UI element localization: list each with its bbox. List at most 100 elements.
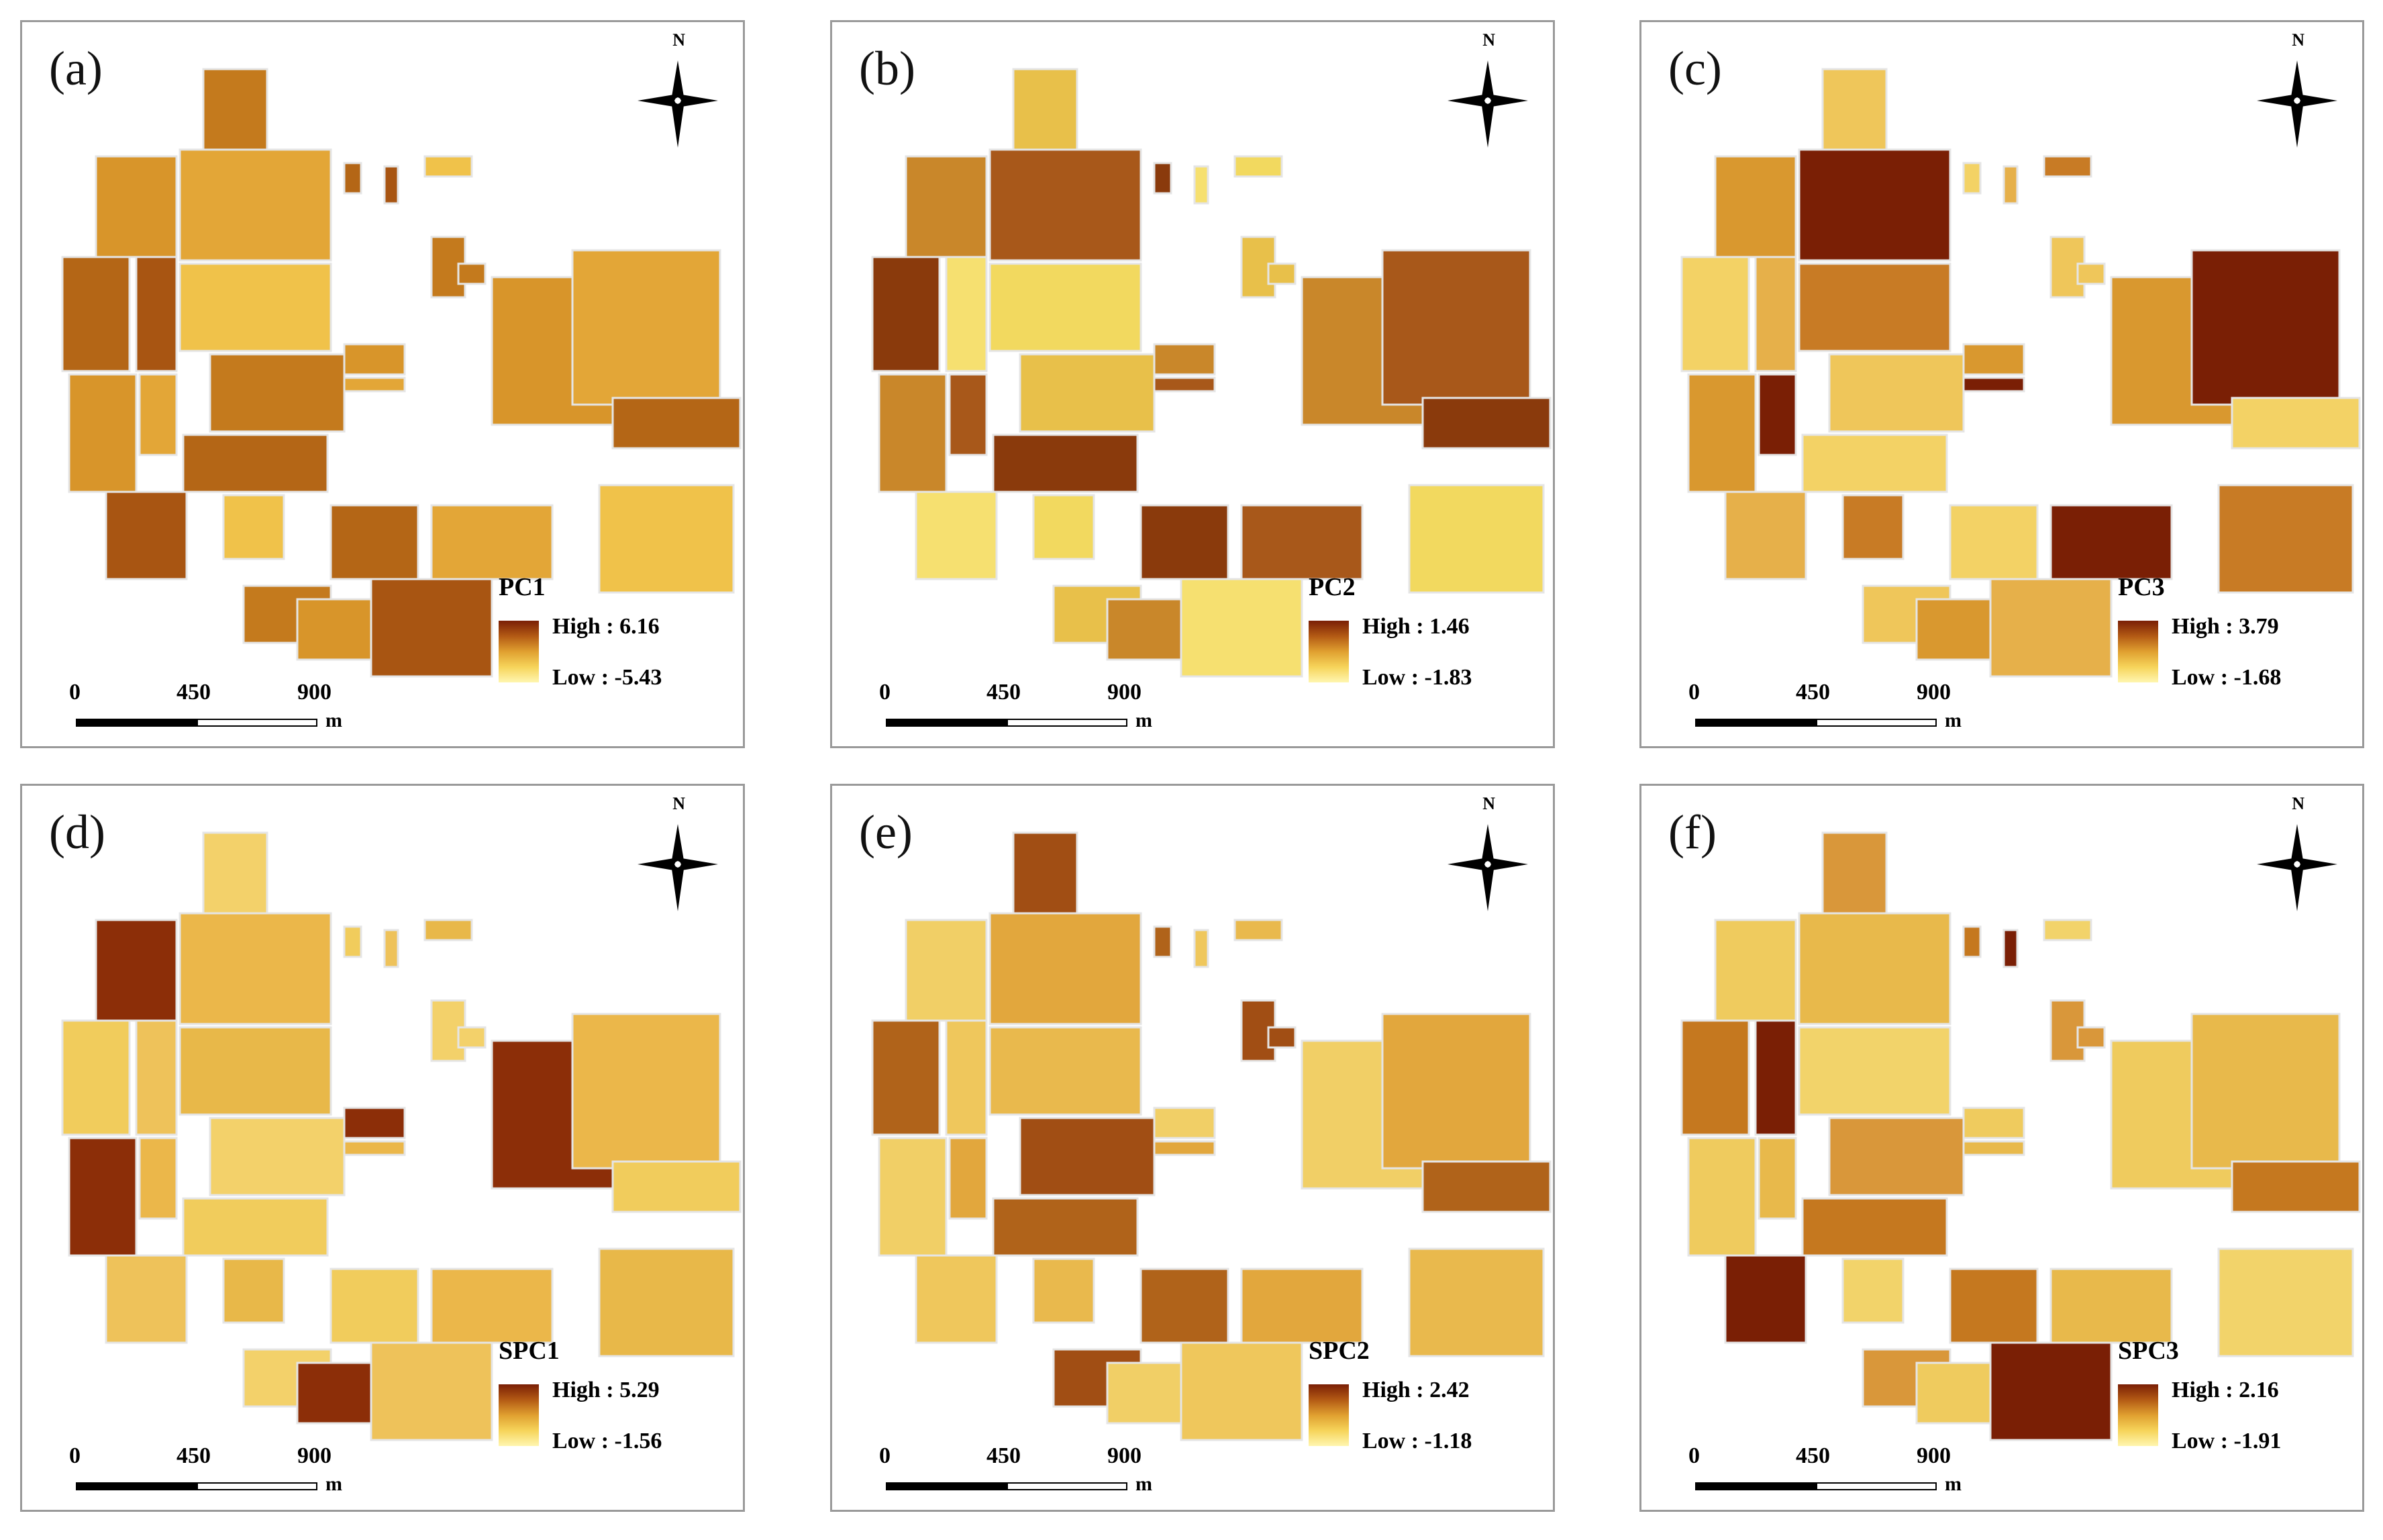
scale-tick-0: 0 xyxy=(69,680,81,705)
field-parcel xyxy=(179,912,332,1025)
field-parcel xyxy=(1754,1019,1797,1136)
scale-bar-white xyxy=(1816,1482,1937,1490)
field-parcel xyxy=(1180,578,1303,678)
field-parcel xyxy=(1828,353,1965,433)
scale-bar-white xyxy=(197,719,317,727)
field-parcel xyxy=(1687,373,1757,493)
field-parcel xyxy=(2049,504,2173,580)
panel-label: (b) xyxy=(859,42,915,95)
field-parcel xyxy=(1233,155,1283,178)
legend-low: Low : -1.18 xyxy=(1362,1429,1472,1453)
field-parcel xyxy=(1032,494,1095,560)
field-parcel xyxy=(182,1197,329,1257)
field-parcel xyxy=(1915,598,1992,661)
scale-tick-450: 450 xyxy=(176,1443,211,1468)
scale-tick-900: 900 xyxy=(1107,1443,1142,1468)
field-parcel xyxy=(948,1137,988,1220)
field-parcel xyxy=(1240,1268,1364,1344)
field-parcel xyxy=(948,373,988,456)
field-parcel xyxy=(1153,1107,1216,1139)
field-parcel xyxy=(988,912,1142,1025)
field-parcel xyxy=(945,256,988,372)
map-f xyxy=(1680,831,2361,1441)
field-parcel xyxy=(1949,504,2039,580)
scale-tick-0: 0 xyxy=(1688,680,1700,705)
field-parcel xyxy=(571,1013,721,1170)
field-parcel xyxy=(1381,1013,1531,1170)
color-ramp xyxy=(2118,1384,2158,1446)
field-parcel xyxy=(1962,343,2025,376)
north-label: N xyxy=(672,794,685,813)
field-parcel xyxy=(1915,1362,1992,1425)
scale-unit: m xyxy=(1135,1473,1152,1495)
scale-tick-450: 450 xyxy=(1796,680,1830,705)
field-parcel xyxy=(905,919,988,1022)
field-parcel xyxy=(370,1341,493,1441)
field-parcel xyxy=(179,148,332,262)
field-parcel xyxy=(1798,148,1951,262)
field-parcel xyxy=(1798,912,1951,1025)
field-parcel xyxy=(343,925,362,958)
field-parcel xyxy=(1019,353,1156,433)
legend-title: PC2 xyxy=(1309,573,1356,601)
field-parcel xyxy=(209,353,346,433)
color-ramp xyxy=(499,621,539,682)
field-parcel xyxy=(430,1268,554,1344)
field-parcel xyxy=(68,1137,138,1257)
field-parcel xyxy=(988,262,1142,352)
field-parcel xyxy=(105,1254,188,1344)
field-parcel xyxy=(2002,929,2019,968)
field-parcel xyxy=(1801,433,1948,493)
field-parcel xyxy=(871,256,941,372)
field-parcel xyxy=(992,433,1139,493)
field-parcel xyxy=(598,484,735,594)
field-parcel xyxy=(2217,1247,2354,1357)
scale-bar-black xyxy=(886,1482,1007,1490)
north-label: N xyxy=(672,30,685,50)
field-parcel xyxy=(1139,504,1229,580)
scale-bar-white xyxy=(197,1482,317,1490)
panel-label: (a) xyxy=(49,42,103,95)
scale-tick-900: 900 xyxy=(297,680,332,705)
field-parcel xyxy=(1680,256,1750,372)
legend-low: Low : -1.91 xyxy=(2172,1429,2282,1453)
field-parcel xyxy=(1408,1247,1545,1357)
field-parcel xyxy=(1962,925,1982,958)
legend-high: High : 2.42 xyxy=(1362,1378,1470,1402)
field-parcel xyxy=(209,1117,346,1196)
field-parcel xyxy=(2217,484,2354,594)
scale-tick-0: 0 xyxy=(1688,1443,1700,1468)
field-parcel xyxy=(457,1026,487,1049)
field-parcel xyxy=(457,262,487,285)
field-parcel xyxy=(1019,1117,1156,1196)
field-parcel xyxy=(905,155,988,258)
field-parcel xyxy=(1687,1137,1757,1257)
scale-bar: 0 450 900 m xyxy=(879,680,1168,731)
legend: PC2 High : 1.46 Low : -1.83 xyxy=(1309,572,1530,707)
scale-tick-0: 0 xyxy=(879,680,891,705)
field-parcel xyxy=(2002,165,2019,205)
scale-bar: 0 450 900 m xyxy=(69,680,358,731)
field-parcel xyxy=(1012,68,1078,161)
field-parcel xyxy=(383,929,399,968)
color-ramp xyxy=(1309,621,1349,682)
field-parcel xyxy=(1012,831,1078,925)
panel-e: (e) N SPC2 High : 2.42 Low : -1.18 0 450… xyxy=(830,784,1555,1512)
field-parcel xyxy=(222,494,285,560)
field-parcel xyxy=(2043,155,2092,178)
field-parcel xyxy=(598,1247,735,1357)
field-parcel xyxy=(871,1019,941,1136)
field-parcel xyxy=(988,148,1142,262)
field-parcel xyxy=(135,1019,178,1136)
field-parcel xyxy=(1949,1268,2039,1344)
legend: PC3 High : 3.79 Low : -1.68 xyxy=(2118,572,2339,707)
map-b xyxy=(871,68,1552,678)
panel-label: (c) xyxy=(1668,42,1722,95)
legend-low: Low : -5.43 xyxy=(552,665,662,690)
scale-bar-black xyxy=(1695,1482,1816,1490)
legend-low: Low : -1.56 xyxy=(552,1429,662,1453)
scale-bar-white xyxy=(1007,1482,1127,1490)
field-parcel xyxy=(2049,1268,2173,1344)
field-parcel xyxy=(915,1254,998,1344)
field-parcel xyxy=(1421,397,1552,450)
